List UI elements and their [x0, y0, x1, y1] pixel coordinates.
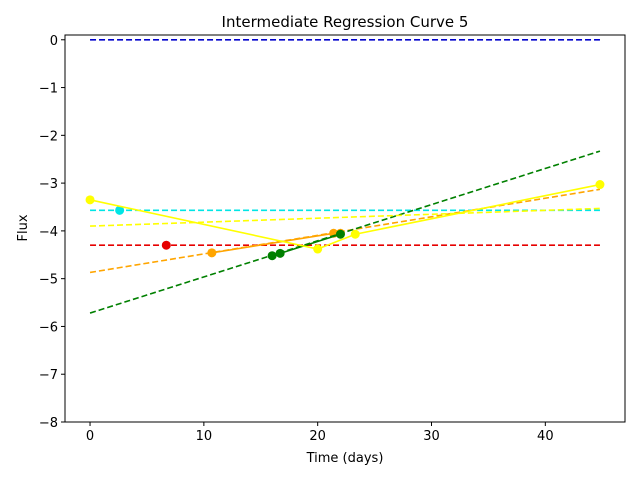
series-10-point-3 [595, 180, 605, 190]
x-axis-label: Time (days) [306, 451, 384, 466]
series-7-line [89, 150, 601, 314]
series-6-point-0 [207, 248, 217, 258]
series-5-line [89, 188, 601, 274]
chart-title: Intermediate Regression Curve 5 [222, 13, 469, 31]
series-10-point-1 [313, 244, 323, 254]
x-tick-label: 10 [196, 429, 213, 444]
y-axis-ticks: 0 −1 −2 −3 −4 −5 −6 −7 −8 [39, 34, 65, 431]
x-tick-label: 20 [309, 429, 326, 444]
y-tick-label: −3 [39, 177, 58, 192]
y-tick-label: −5 [39, 273, 58, 288]
y-tick-label: −1 [39, 82, 58, 97]
series-9-line [90, 207, 600, 227]
x-axis-ticks: 0 10 20 30 40 [86, 422, 554, 444]
series-10-point-0 [85, 195, 95, 205]
x-tick-label: 0 [86, 429, 94, 444]
series-2-point-0 [115, 205, 125, 215]
series-8-point-2 [335, 229, 345, 239]
y-tick-label: −4 [39, 225, 58, 240]
series-10-line [89, 183, 601, 250]
y-tick-label: −6 [39, 320, 58, 335]
x-tick-label: 30 [423, 429, 440, 444]
series-4-point-0 [161, 240, 171, 250]
series-8-point-0 [267, 251, 277, 261]
x-tick-label: 40 [537, 429, 554, 444]
series-10-point-2 [350, 229, 360, 239]
axes-frame [64, 34, 626, 423]
y-tick-label: −7 [39, 368, 58, 383]
y-tick-label: 0 [50, 34, 58, 49]
y-tick-label: −8 [39, 416, 58, 431]
y-tick-label: −2 [39, 129, 58, 144]
plot-area [85, 38, 605, 314]
y-axis-label: Flux [16, 214, 31, 241]
series-8-point-1 [275, 248, 285, 258]
